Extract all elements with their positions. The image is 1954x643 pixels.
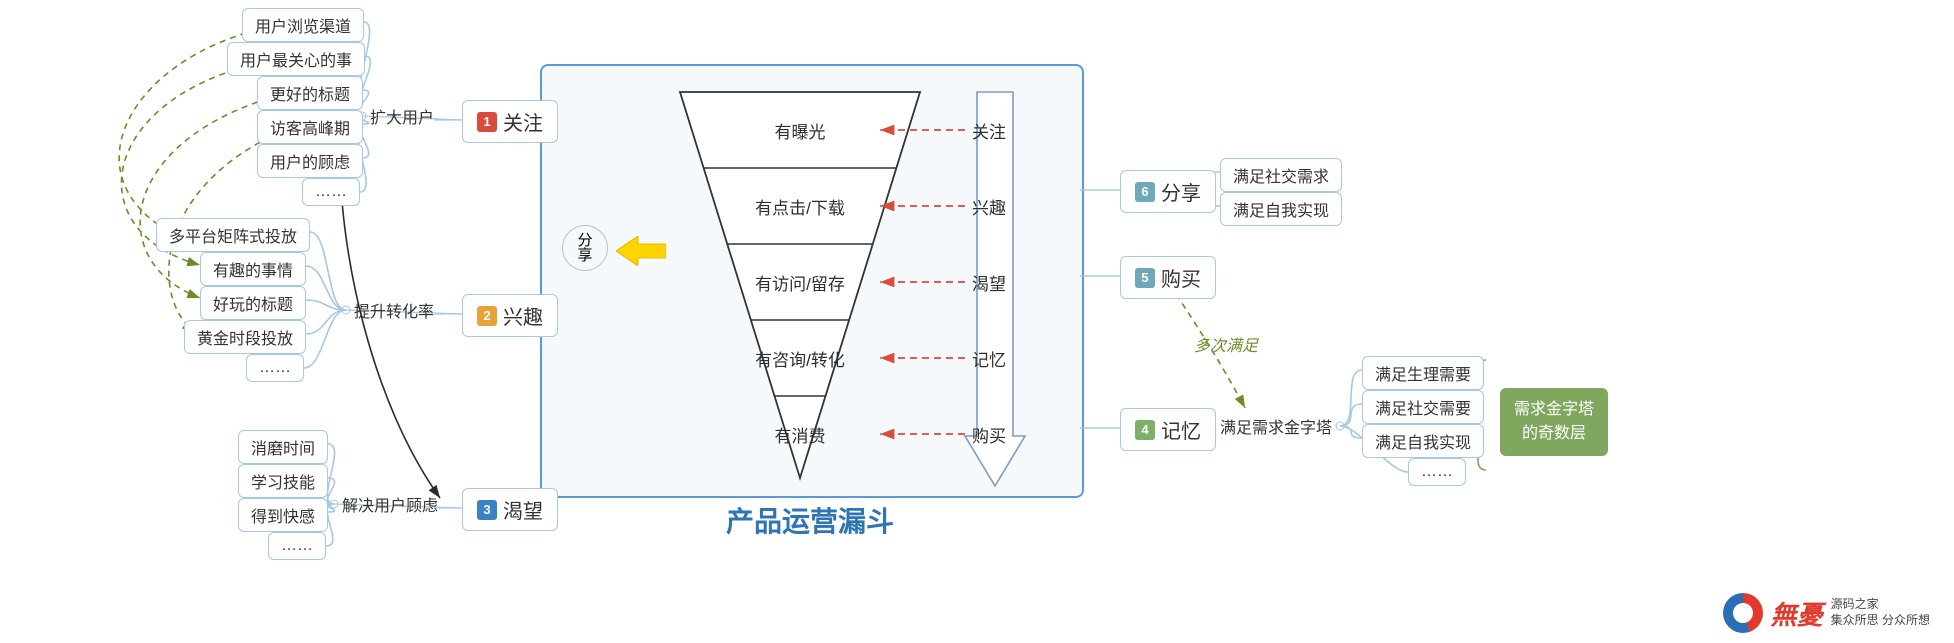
leaf-1-0: 用户浏览渠道 xyxy=(242,8,364,42)
watermark-sub1: 源码之家 xyxy=(1831,597,1930,613)
leaf-4-1: 满足社交需要 xyxy=(1362,390,1484,424)
share-circle-label: 分 享 xyxy=(577,233,592,263)
yellow-arrow-icon xyxy=(616,236,666,266)
stage-badge-1: 1 xyxy=(477,112,497,132)
stage-badge-2: 2 xyxy=(477,306,497,326)
leaf-3-2: 得到快感 xyxy=(238,498,328,532)
funnel-left-0: 有曝光 xyxy=(700,118,900,143)
leaf-4-2: 满足自我实现 xyxy=(1362,424,1484,458)
leaf-2-2: 好玩的标题 xyxy=(200,286,306,320)
watermark-brand: 無憂 xyxy=(1771,595,1823,632)
funnel-title: 产品运营漏斗 xyxy=(540,500,1080,540)
funnel-right-2: 渴望 xyxy=(972,270,1006,295)
stage-label-3: 渴望 xyxy=(503,495,543,524)
funnel-right-1: 兴趣 xyxy=(972,194,1006,219)
funnel-left-3: 有咨询/转化 xyxy=(700,346,900,371)
watermark-sub2: 集众所思 分众所想 xyxy=(1831,613,1930,629)
curve-label: 多次满足 xyxy=(1194,332,1258,356)
leaf-1-4: 用户的顾虑 xyxy=(257,144,363,178)
stage-label-6: 分享 xyxy=(1161,177,1201,206)
funnel-left-2: 有访问/留存 xyxy=(700,270,900,295)
stage-badge-3: 3 xyxy=(477,500,497,520)
funnel-left-4: 有消费 xyxy=(700,422,900,447)
leaf-2-3: 黄金时段投放 xyxy=(184,320,306,354)
funnel-right-4: 购买 xyxy=(972,422,1006,447)
leaf-1-2: 更好的标题 xyxy=(257,76,363,110)
stage-label-5: 购买 xyxy=(1161,263,1201,292)
leaf-1-1: 用户最关心的事 xyxy=(227,42,365,76)
funnel-right-3: 记忆 xyxy=(972,346,1006,371)
mid-4: 满足需求金字塔 xyxy=(1220,414,1332,438)
stage-badge-6: 6 xyxy=(1135,182,1155,202)
stage-label-1: 关注 xyxy=(503,107,543,136)
leaf-2-4: …… xyxy=(246,354,304,382)
stage-badge-4: 4 xyxy=(1135,420,1155,440)
stage-1: 1 关注 xyxy=(462,100,558,143)
funnel-right-0: 关注 xyxy=(972,118,1006,143)
watermark: 無憂 源码之家 集众所思 分众所想 xyxy=(1723,593,1930,633)
stage-4: 4 记忆 xyxy=(1120,408,1216,451)
funnel-left-1: 有点击/下载 xyxy=(700,194,900,219)
leaf-1-5: …… xyxy=(302,178,360,206)
mid-1: 扩大用户 xyxy=(370,104,434,128)
stage-2: 2 兴趣 xyxy=(462,294,558,337)
leaf-4-3: …… xyxy=(1408,458,1466,486)
leaf-6-0: 满足社交需求 xyxy=(1220,158,1342,192)
stage-6: 6 分享 xyxy=(1120,170,1216,213)
stage-5: 5 购买 xyxy=(1120,256,1216,299)
share-circle: 分 享 xyxy=(562,225,608,271)
mid-3: 解决用户顾虑 xyxy=(342,492,438,516)
stage-label-2: 兴趣 xyxy=(503,301,543,330)
leaf-2-0: 多平台矩阵式投放 xyxy=(156,218,310,252)
stage-label-4: 记忆 xyxy=(1161,415,1201,444)
leaf-3-1: 学习技能 xyxy=(238,464,328,498)
leaf-4-0: 满足生理需要 xyxy=(1362,356,1484,390)
pyramid-note-l2: 的奇数层 xyxy=(1522,425,1586,442)
leaf-2-1: 有趣的事情 xyxy=(200,252,306,286)
leaf-3-0: 消磨时间 xyxy=(238,430,328,464)
leaf-1-3: 访客高峰期 xyxy=(257,110,363,144)
pyramid-note: 需求金字塔的奇数层 xyxy=(1500,388,1608,456)
stage-3: 3 渴望 xyxy=(462,488,558,531)
leaf-6-1: 满足自我实现 xyxy=(1220,192,1342,226)
leaf-3-3: …… xyxy=(268,532,326,560)
mid-2: 提升转化率 xyxy=(354,298,434,322)
pyramid-note-l1: 需求金字塔 xyxy=(1514,401,1594,418)
stage-badge-5: 5 xyxy=(1135,268,1155,288)
watermark-logo-icon xyxy=(1723,593,1763,633)
